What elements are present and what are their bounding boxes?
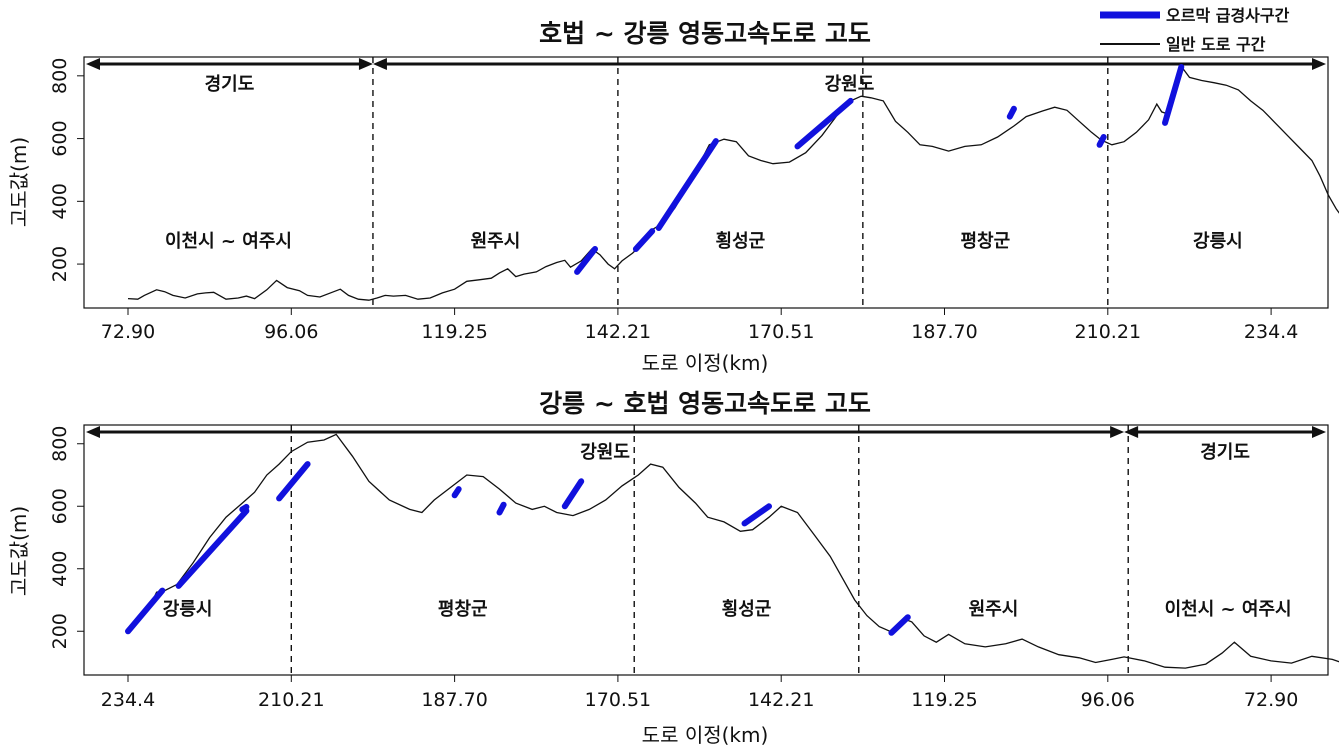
x-tick-label: 170.51	[585, 689, 651, 711]
province-arrowhead	[1312, 58, 1326, 70]
y-tick-label: 800	[49, 58, 71, 94]
region-label: 원주시	[471, 231, 521, 252]
province-arrowhead	[358, 58, 373, 70]
legend-steep-label: 오르막 급경사구간	[1166, 6, 1290, 25]
chart-title: 호법 ~ 강릉 영동고속도로 고도	[539, 19, 871, 48]
province-arrowhead	[1110, 426, 1125, 438]
steep-segment	[888, 614, 911, 636]
x-tick-label: 119.25	[911, 689, 977, 711]
steep-segment	[451, 486, 462, 499]
province-arrowhead	[372, 58, 387, 70]
elevation-line	[127, 433, 1339, 669]
steep-segment	[561, 478, 585, 510]
province-arrowhead	[1312, 426, 1326, 438]
steep-segment	[125, 587, 166, 635]
x-tick-label: 234.4	[101, 689, 155, 711]
y-tick-label: 400	[49, 183, 71, 219]
region-label: 평창군	[960, 231, 1010, 252]
province-label: 경기도	[205, 74, 255, 95]
plot-frame	[83, 56, 1329, 309]
province-arrowhead	[1124, 426, 1139, 438]
steep-segment	[655, 138, 719, 231]
x-tick-label: 187.70	[911, 321, 977, 343]
region-label: 횡성군	[722, 599, 772, 620]
region-label: 강릉시	[1193, 231, 1243, 252]
region-label: 원주시	[969, 599, 1019, 620]
y-tick-label: 200	[49, 613, 71, 649]
steep-segment	[574, 246, 598, 275]
y-axis-label: 고도값(m)	[7, 506, 31, 596]
elevation-line	[127, 64, 1339, 301]
chart-title: 강릉 ~ 호법 영동고속도로 고도	[539, 389, 871, 418]
x-tick-label: 96.06	[1081, 689, 1135, 711]
y-tick-label: 600	[49, 120, 71, 156]
province-arrowhead	[86, 58, 100, 70]
x-tick-label: 142.21	[585, 321, 651, 343]
x-tick-label: 72.90	[1244, 689, 1298, 711]
region-label: 이천시 ~ 여주시	[1165, 599, 1292, 620]
steep-segment	[794, 97, 854, 150]
y-tick-label: 200	[49, 246, 71, 282]
x-tick-label: 234.4	[1244, 321, 1298, 343]
x-tick-label: 142.21	[748, 689, 814, 711]
province-label: 강원도	[825, 74, 875, 95]
y-tick-label: 800	[49, 426, 71, 462]
x-tick-label: 170.51	[748, 321, 814, 343]
province-label: 강원도	[580, 442, 630, 463]
steep-segment	[175, 507, 250, 589]
x-tick-label: 187.70	[421, 689, 487, 711]
y-tick-label: 400	[49, 551, 71, 587]
region-label: 이천시 ~ 여주시	[165, 231, 292, 252]
region-label: 강릉시	[163, 599, 213, 620]
province-label: 경기도	[1200, 442, 1250, 463]
x-tick-label: 119.25	[421, 321, 487, 343]
steep-segment	[276, 461, 311, 502]
steep-segment	[1006, 105, 1017, 120]
legend-normal-label: 일반 도로 구간	[1166, 35, 1266, 54]
province-arrowhead	[86, 426, 100, 438]
x-tick-label: 210.21	[258, 689, 324, 711]
steep-segment	[632, 228, 656, 252]
steep-segment	[1096, 134, 1107, 148]
x-tick-label: 72.90	[101, 321, 155, 343]
steep-segment	[1162, 64, 1185, 126]
x-axis-label: 도로 이정(km)	[642, 351, 769, 375]
steep-segment	[496, 501, 507, 516]
x-tick-label: 96.06	[264, 321, 318, 343]
steep-segment	[239, 503, 250, 513]
y-axis-label: 고도값(m)	[7, 137, 31, 227]
x-tick-label: 210.21	[1075, 321, 1141, 343]
x-axis-label: 도로 이정(km)	[642, 723, 769, 747]
region-label: 횡성군	[716, 231, 766, 252]
legend: 오르막 급경사구간 일반 도로 구간	[1100, 6, 1290, 54]
y-tick-label: 600	[49, 488, 71, 524]
plot-frame	[83, 424, 1329, 676]
region-label: 평창군	[438, 599, 488, 620]
steep-segment	[741, 503, 772, 527]
